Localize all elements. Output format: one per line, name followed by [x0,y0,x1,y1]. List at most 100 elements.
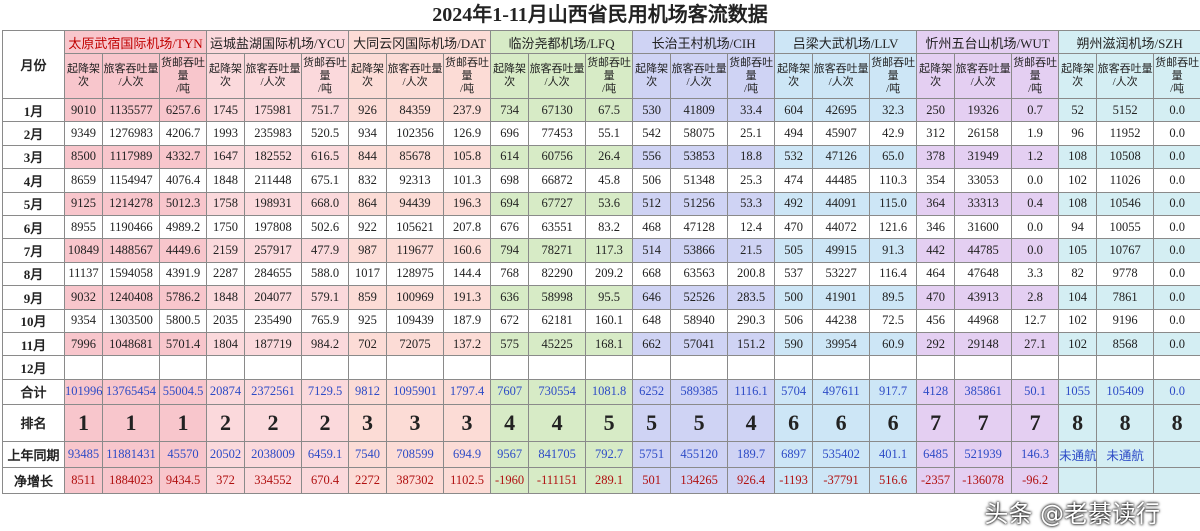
data-cell: 65.0 [869,144,918,170]
data-cell: 10767 [1096,238,1155,263]
data-cell: 292 [916,331,956,357]
data-cell: 44485 [812,168,871,193]
data-cell: 925 [348,308,388,333]
summary-row: 合计 101996 13765454 55004.5 20874 2372561 7129.… [2,378,1200,405]
month-row: 5月 9125 1214278 5012.3 1758 198931 668.0 864 944… [2,191,1200,216]
data-cell: 0.4 [1011,191,1060,216]
summary-cell [1058,466,1098,494]
data-cell: 734 [490,97,530,123]
summary-cell: 20502 [206,440,246,468]
data-cell: 0.0 [1153,261,1200,287]
data-cell [1153,355,1200,380]
summary-cell: 501 [632,466,672,494]
data-cell: 160.6 [443,238,492,263]
summary-cell: 6 [774,403,814,442]
data-cell: 78271 [528,238,587,263]
summary-cell: 50.1 [1011,378,1060,405]
summary-cell: 3 [348,403,388,442]
data-cell: 42695 [812,97,871,123]
column-header: 货邮吞吐量 /吨 [1011,53,1060,99]
summary-cell: 5704 [774,378,814,405]
data-cell: 575 [490,331,530,357]
summary-cell: 535402 [812,440,871,468]
data-cell: 0.0 [1153,331,1200,357]
data-cell: 9354 [64,308,103,333]
data-cell: 506 [774,308,814,333]
data-cell: 72075 [386,331,445,357]
data-cell: 62181 [528,308,587,333]
data-cell: 144.4 [443,261,492,287]
data-cell: 0.0 [1011,238,1060,263]
data-cell: 67727 [528,191,587,216]
data-cell [632,355,672,380]
data-cell: 51256 [670,191,729,216]
summary-cell: 9812 [348,378,388,405]
data-cell: 33313 [954,191,1013,216]
data-table: 月份 太原武宿国际机场/TYN 运城盐湖国际机场/YCU 大同云冈国际机场/DAT 临汾… [2,30,1200,494]
data-cell: 2159 [206,238,246,263]
data-cell: 57041 [670,331,729,357]
data-cell: 82 [1058,261,1098,287]
summary-cell: 516.6 [869,466,918,494]
data-cell: 0.0 [1153,168,1200,193]
data-cell: 7996 [64,331,103,357]
column-header: 起降架次 [490,53,530,99]
month-row: 9月 9032 1240408 5786.2 1848 204077 579.1 859 100… [2,285,1200,310]
data-cell: 8955 [64,214,103,240]
summary-cell: 708599 [386,440,445,468]
summary-cell: 3 [443,403,492,442]
data-cell: 11026 [1096,168,1155,193]
data-cell: 934 [348,121,388,146]
summary-cell: 2038009 [244,440,303,468]
data-cell: 1048681 [102,331,160,357]
summary-cell: 730554 [528,378,587,405]
summary-cell: 1 [158,403,208,442]
summary-cell: 387302 [386,466,445,494]
data-cell: 0.0 [1153,238,1200,263]
data-cell [490,355,530,380]
data-cell [585,355,634,380]
data-cell: 108 [1058,191,1098,216]
data-cell: 187.9 [443,308,492,333]
summary-cell: 372 [206,466,246,494]
data-cell: 1240408 [102,285,160,310]
data-cell: 588.0 [301,261,350,287]
summary-cell: 2 [206,403,246,442]
data-cell: 45907 [812,121,871,146]
data-cell: 115.0 [869,191,918,216]
data-cell: 470 [774,214,814,240]
summary-cell: 5751 [632,440,672,468]
data-cell: 702 [348,331,388,357]
data-cell: 53.3 [727,191,776,216]
data-cell [954,355,1013,380]
data-cell: 7861 [1096,285,1155,310]
data-cell: 8659 [64,168,103,193]
airport-name: 运城盐湖国际机场/YCU [206,30,350,54]
data-cell: 32.3 [869,97,918,123]
data-cell: 102 [1058,308,1098,333]
data-cell: 500 [774,285,814,310]
data-cell: 53853 [670,144,729,170]
data-cell: 160.1 [585,308,634,333]
data-cell: 616.5 [301,144,350,170]
data-cell: 77453 [528,121,587,146]
data-cell: 0.0 [1153,308,1200,333]
summary-cell: 7 [954,403,1013,442]
data-cell: 668.0 [301,191,350,216]
data-cell: 42.9 [869,121,918,146]
data-cell: 6257.6 [158,97,208,123]
data-cell: 506 [632,168,672,193]
month-row: 12月 [2,355,1200,380]
data-cell: 364 [916,191,956,216]
data-cell: 102356 [386,121,445,146]
summary-cell: 926.4 [727,466,776,494]
data-cell: 58998 [528,285,587,310]
summary-cell: 101996 [64,378,103,405]
data-cell: 53.6 [585,191,634,216]
data-cell: 96 [1058,121,1098,146]
row-label: 7月 [2,238,65,263]
data-cell: 1017 [348,261,388,287]
data-cell [158,355,208,380]
data-cell: 237.9 [443,97,492,123]
data-cell: 94 [1058,214,1098,240]
